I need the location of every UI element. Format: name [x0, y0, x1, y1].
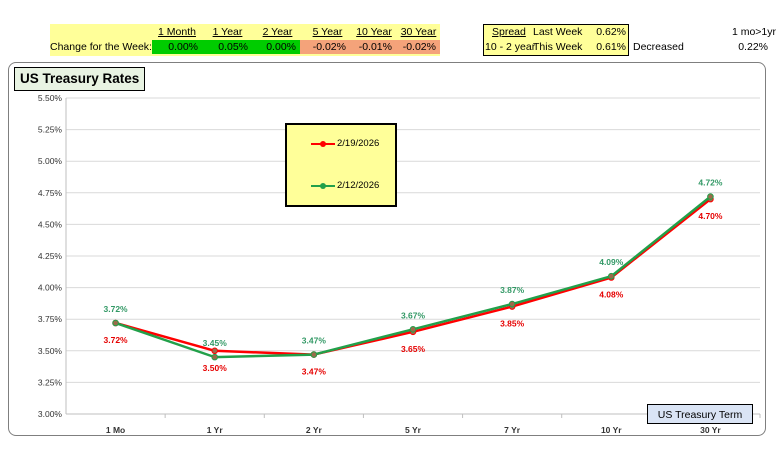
data-label: 3.67%: [401, 310, 426, 320]
change-30-year: -0.02%: [396, 40, 440, 54]
header-10-year: 10 Year: [356, 26, 392, 38]
spread-term-label: 10 - 2 year: [485, 41, 536, 53]
y-tick-label: 3.75%: [38, 314, 63, 324]
data-label: 3.72%: [104, 304, 129, 314]
data-point: [508, 300, 516, 308]
data-label: 3.65%: [401, 344, 426, 354]
data-label: 4.08%: [599, 289, 624, 299]
y-tick-label: 3.00%: [38, 409, 63, 419]
spread-header: Spread: [492, 26, 526, 38]
chart-title: US Treasury Rates: [14, 67, 146, 91]
x-tick-label: 10 Yr: [601, 425, 622, 435]
header-30-year: 30 Year: [400, 26, 437, 38]
legend-label-current: 2/19/2026: [337, 138, 380, 149]
spread-last-week-value: 0.62%: [596, 26, 626, 38]
data-point: [409, 326, 417, 333]
x-tick-label: 30 Yr: [700, 425, 721, 435]
x-axis-label: US Treasury Term: [647, 404, 753, 424]
spread-this-week-label: This Week: [533, 41, 583, 53]
y-tick-label: 4.25%: [38, 251, 63, 261]
data-point: [707, 193, 714, 200]
data-point: [112, 319, 119, 327]
data-label: 3.85%: [500, 319, 525, 329]
y-tick-label: 5.50%: [38, 93, 63, 103]
data-label: 3.72%: [104, 335, 129, 345]
data-label: 4.70%: [698, 211, 723, 221]
x-tick-label: 1 Mo: [106, 425, 125, 435]
data-point: [211, 353, 219, 361]
chart-legend: 2/19/2026 2/12/2026: [285, 123, 397, 207]
legend-label-previous: 2/12/2026: [337, 180, 380, 191]
y-tick-label: 4.75%: [38, 188, 63, 198]
header-1-year: 1 Year: [212, 26, 243, 38]
legend-entry-current: 2/19/2026: [287, 137, 395, 151]
spread-this-week-value: 0.61%: [596, 41, 626, 53]
side-note-label: 1 mo>1yr: [731, 26, 776, 38]
data-label: 4.72%: [698, 178, 723, 188]
side-note-value: 0.22%: [738, 41, 768, 53]
legend-marker-previous: [320, 183, 326, 189]
header-2-year: 2 Year: [262, 26, 293, 38]
data-point: [310, 351, 318, 358]
x-tick-label: 1 Yr: [207, 425, 224, 435]
change-row-label: Change for the Week:: [50, 41, 152, 53]
legend-entry-previous: 2/12/2026: [287, 179, 395, 193]
x-tick-label: 7 Yr: [504, 425, 521, 435]
change-1-month: 0.00%: [152, 40, 202, 54]
data-label: 3.87%: [500, 285, 525, 295]
data-label: 3.47%: [302, 336, 327, 346]
y-tick-label: 4.00%: [38, 283, 63, 293]
change-2-year: 0.00%: [252, 40, 300, 54]
data-label: 3.47%: [302, 367, 327, 377]
x-tick-label: 2 Yr: [306, 425, 323, 435]
y-tick-label: 4.50%: [38, 219, 63, 229]
spread-box: [483, 24, 629, 56]
data-label: 4.09%: [599, 257, 624, 267]
spread-status: Decreased: [633, 41, 684, 53]
spread-last-week-label: Last Week: [533, 26, 583, 38]
change-1-year: 0.05%: [202, 40, 252, 54]
header-5-year: 5 Year: [312, 26, 343, 38]
change-5-year: -0.02%: [300, 40, 350, 54]
y-tick-label: 5.00%: [38, 156, 63, 166]
data-point: [211, 347, 219, 355]
y-tick-label: 3.50%: [38, 346, 63, 356]
data-label: 3.50%: [203, 363, 228, 373]
header-1-month: 1 Month: [158, 26, 196, 38]
change-10-year: -0.01%: [350, 40, 396, 54]
x-tick-label: 5 Yr: [405, 425, 422, 435]
y-tick-label: 3.25%: [38, 377, 63, 387]
legend-marker-current: [320, 141, 326, 147]
y-tick-label: 5.25%: [38, 125, 63, 135]
data-label: 3.45%: [203, 338, 228, 348]
data-point: [607, 272, 615, 280]
